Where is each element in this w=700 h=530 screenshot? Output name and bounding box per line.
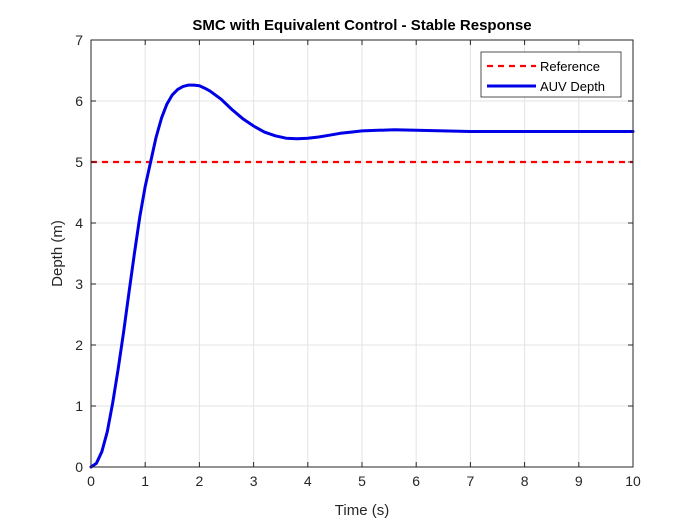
x-tick-label: 6	[412, 473, 420, 489]
x-tick-label: 0	[87, 473, 95, 489]
x-axis-label: Time (s)	[335, 502, 389, 519]
series-line-auv-depth	[89, 83, 635, 469]
y-tick-labels: 0 1 2 3 4 5 6 7	[75, 32, 83, 475]
x-tick-label: 10	[625, 473, 641, 489]
y-tick-label: 3	[75, 276, 83, 292]
y-tick-label: 0	[75, 459, 83, 475]
x-tick-label: 7	[467, 473, 475, 489]
y-tick-label: 1	[75, 398, 83, 414]
x-tick-label: 3	[250, 473, 258, 489]
y-tick-label: 6	[75, 93, 83, 109]
x-tick-label: 1	[141, 473, 149, 489]
x-tick-labels: 0 1 2 3 4 5 6 7 8 9 10	[87, 473, 641, 489]
x-tick-label: 2	[196, 473, 204, 489]
series-layer	[89, 83, 635, 469]
legend: Reference AUV Depth	[480, 51, 622, 98]
x-tick-label: 9	[575, 473, 583, 489]
chart-title: SMC with Equivalent Control - Stable Res…	[192, 17, 531, 34]
x-tick-label: 5	[358, 473, 366, 489]
y-axis-label: Depth (m)	[49, 220, 66, 287]
y-tick-label: 4	[75, 215, 83, 231]
legend-box	[480, 51, 622, 98]
grid	[91, 40, 633, 467]
ticks	[90, 39, 634, 468]
y-tick-label: 2	[75, 337, 83, 353]
legend-label-reference: Reference	[540, 59, 600, 74]
y-tick-label: 5	[75, 154, 83, 170]
x-tick-label: 4	[304, 473, 312, 489]
legend-label-auv-depth: AUV Depth	[540, 79, 605, 94]
y-tick-label: 7	[75, 32, 83, 48]
x-tick-label: 8	[521, 473, 529, 489]
